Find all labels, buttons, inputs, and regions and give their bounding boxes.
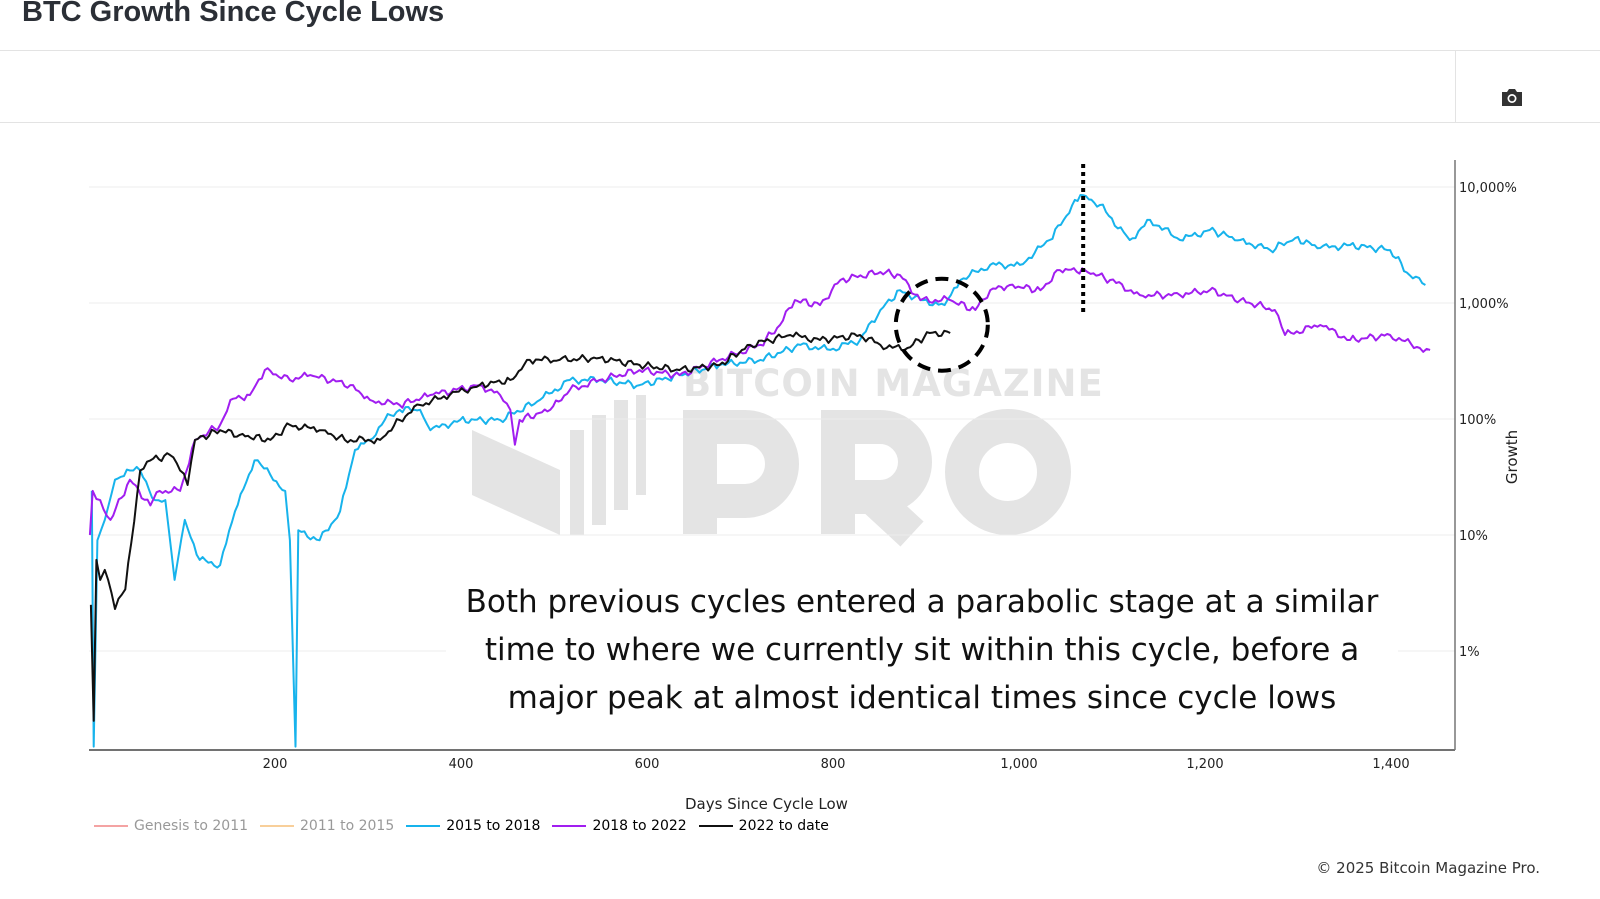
series-line-2018-to-2022	[88, 267, 1431, 536]
legend-item-2011-to-2015[interactable]: 2011 to 2015	[260, 818, 394, 834]
legend-label: Genesis to 2011	[134, 818, 249, 834]
highlight-circle	[893, 276, 990, 373]
x-tick-label: 200	[263, 757, 288, 772]
camera-icon[interactable]	[1500, 86, 1524, 108]
y-axis-label: Growth	[1503, 430, 1521, 484]
legend-swatch	[94, 825, 128, 827]
y-tick-label: 100%	[1459, 413, 1496, 428]
x-tick-label: 1,000	[1000, 757, 1037, 772]
y-tick-label: 1%	[1459, 645, 1480, 660]
x-tick-label: 600	[635, 757, 660, 772]
x-axis-label: Days Since Cycle Low	[685, 795, 848, 813]
divider	[0, 122, 1600, 123]
y-tick-label: 10,000%	[1459, 181, 1517, 196]
x-tick-label: 1,200	[1186, 757, 1223, 772]
legend: Genesis to 2011 2011 to 2015 2015 to 201…	[94, 818, 829, 834]
y-tick-label: 1,000%	[1459, 297, 1509, 312]
series-line-2022-to-date	[89, 329, 951, 722]
divider	[0, 50, 1600, 51]
annotation-text: Both previous cycles entered a parabolic…	[465, 584, 1379, 716]
legend-swatch	[260, 825, 295, 827]
watermark-pro-letters	[683, 409, 1071, 547]
legend-item-2015-to-2018[interactable]: 2015 to 2018	[406, 818, 540, 834]
x-tick-label: 400	[449, 757, 474, 772]
series-line-2015-to-2018	[90, 194, 1426, 748]
legend-swatch	[406, 825, 441, 827]
legend-swatch	[552, 825, 587, 827]
legend-label: 2015 to 2018	[446, 818, 541, 834]
legend-item-2022-to-date[interactable]: 2022 to date	[698, 818, 829, 834]
copyright: © 2025 Bitcoin Magazine Pro.	[1316, 859, 1540, 877]
legend-label: 2011 to 2015	[300, 818, 395, 834]
watermark-logo: BITCOIN MAGAZINE	[472, 362, 1104, 547]
annotation-background	[446, 578, 1398, 718]
legend-swatch	[698, 825, 733, 827]
watermark-line1: BITCOIN MAGAZINE	[683, 362, 1104, 405]
legend-item-2018-to-2022[interactable]: 2018 to 2022	[552, 818, 687, 834]
annotation-box: Both previous cycles entered a parabolic…	[465, 584, 1379, 716]
legend-label: 2022 to date	[738, 818, 829, 834]
x-tick-label: 1,400	[1372, 757, 1409, 772]
legend-item-genesis-to-2011[interactable]: Genesis to 2011	[94, 818, 248, 834]
x-tick-label: 800	[821, 757, 846, 772]
legend-label: 2018 to 2022	[592, 818, 687, 834]
y-tick-label: 10%	[1459, 529, 1488, 544]
divider	[1455, 51, 1456, 122]
page-title: BTC Growth Since Cycle Lows	[22, 0, 445, 28]
